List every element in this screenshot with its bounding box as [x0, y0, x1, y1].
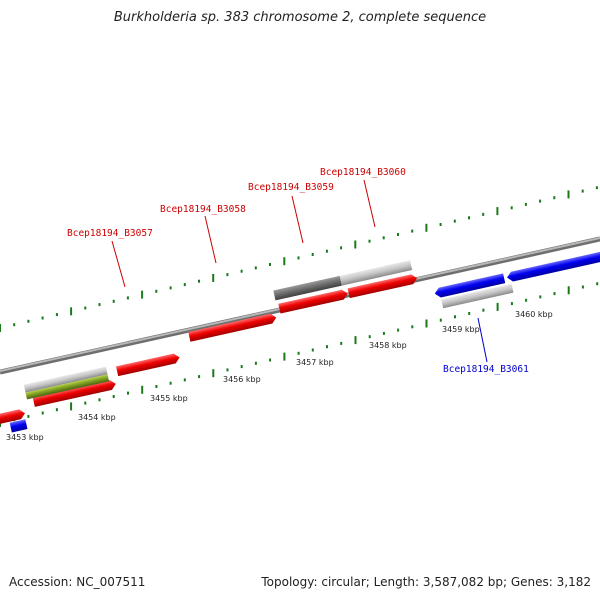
gene-feature-gray[interactable] — [23, 366, 108, 393]
gene-feature-dark[interactable] — [273, 275, 342, 301]
upper-tick-track — [0, 186, 598, 332]
gene-feature-gray[interactable] — [339, 260, 413, 286]
feature-upper-row — [23, 260, 413, 400]
cds-arrow[interactable] — [9, 419, 28, 433]
tick-label: 3456 kbp — [223, 375, 261, 384]
scale-labels: 3453 kbp 3454 kbp 3455 kbp 3456 kbp 3457… — [6, 310, 553, 442]
tick-label: 3455 kbp — [150, 394, 188, 403]
gene-label[interactable]: Bcep18194_B3059 — [248, 182, 334, 193]
tick-label: 3460 kbp — [515, 310, 553, 319]
gene-label[interactable]: Bcep18194_B3058 — [160, 204, 246, 215]
cds-arrow[interactable] — [116, 353, 181, 377]
gene-label[interactable]: Bcep18194_B3060 — [320, 167, 406, 178]
map-title: Burkholderia sp. 383 chromosome 2, compl… — [113, 10, 487, 25]
cds-arrow[interactable] — [278, 289, 349, 314]
feature-track — [0, 243, 600, 433]
gene-feature-gray[interactable] — [441, 283, 514, 309]
gene-labels: Bcep18194_B3057 Bcep18194_B3058 Bcep1819… — [67, 167, 529, 375]
summary-text: Topology: circular; Length: 3,587,082 bp… — [261, 575, 591, 589]
tick-label: 3453 kbp — [6, 433, 44, 442]
tick-label: 3454 kbp — [78, 413, 116, 422]
gene-feature-olive[interactable] — [25, 374, 110, 400]
cds-arrow[interactable] — [434, 273, 506, 298]
cds-forward-row — [0, 273, 419, 429]
cds-arrow[interactable] — [0, 408, 26, 429]
tick-label: 3459 kbp — [442, 325, 480, 334]
cds-arrow[interactable] — [347, 273, 419, 299]
gene-label[interactable]: Bcep18194_B3061 — [443, 364, 529, 375]
cds-arrow[interactable] — [188, 313, 277, 342]
tick-label: 3458 kbp — [369, 341, 407, 350]
cds-reverse-row — [9, 243, 600, 433]
accession-text: Accession: NC_007511 — [9, 575, 146, 589]
cds-arrow[interactable] — [506, 243, 600, 283]
cds-arrow[interactable] — [32, 379, 117, 407]
lower-tick-track — [0, 282, 599, 427]
tick-label: 3457 kbp — [296, 358, 334, 367]
gene-label[interactable]: Bcep18194_B3057 — [67, 228, 153, 239]
